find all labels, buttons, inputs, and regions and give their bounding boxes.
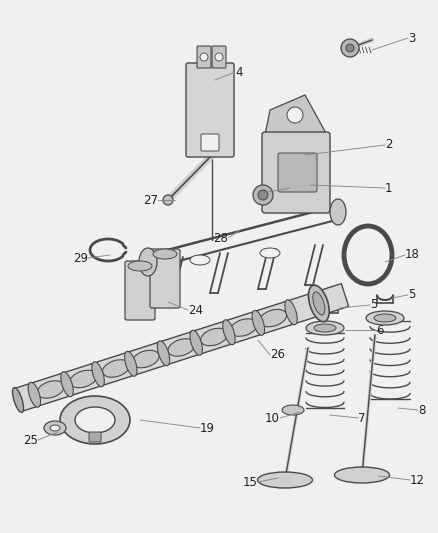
Ellipse shape	[366, 311, 404, 325]
Ellipse shape	[102, 360, 130, 377]
Circle shape	[346, 44, 354, 52]
Ellipse shape	[252, 310, 265, 335]
Text: 25: 25	[23, 433, 38, 447]
Ellipse shape	[282, 405, 304, 415]
Ellipse shape	[314, 324, 336, 332]
Circle shape	[163, 195, 173, 205]
Text: 12: 12	[410, 473, 425, 487]
Ellipse shape	[258, 472, 312, 488]
FancyBboxPatch shape	[125, 261, 155, 320]
Text: 5: 5	[370, 298, 378, 311]
Text: 28: 28	[213, 231, 228, 245]
FancyBboxPatch shape	[262, 132, 330, 213]
Text: 7: 7	[358, 411, 365, 424]
FancyBboxPatch shape	[197, 46, 211, 68]
FancyBboxPatch shape	[150, 249, 180, 308]
Ellipse shape	[335, 467, 389, 483]
Circle shape	[258, 190, 268, 200]
FancyBboxPatch shape	[201, 134, 219, 151]
Ellipse shape	[313, 292, 325, 315]
Polygon shape	[14, 284, 349, 411]
Text: 15: 15	[243, 475, 258, 489]
Circle shape	[341, 39, 359, 57]
FancyBboxPatch shape	[212, 46, 226, 68]
Ellipse shape	[190, 330, 202, 356]
Polygon shape	[265, 95, 327, 135]
Ellipse shape	[190, 255, 210, 265]
Text: 27: 27	[143, 193, 158, 206]
Ellipse shape	[153, 249, 177, 259]
Ellipse shape	[139, 248, 157, 276]
Text: 24: 24	[188, 303, 203, 317]
Ellipse shape	[44, 421, 66, 435]
Text: 18: 18	[405, 248, 420, 262]
Text: 19: 19	[200, 422, 215, 434]
Ellipse shape	[260, 248, 280, 258]
Ellipse shape	[70, 370, 97, 387]
Ellipse shape	[37, 381, 64, 398]
FancyBboxPatch shape	[186, 63, 234, 157]
Text: 2: 2	[385, 139, 392, 151]
Text: 5: 5	[408, 288, 415, 302]
Ellipse shape	[223, 320, 235, 345]
Text: 30: 30	[290, 182, 305, 195]
FancyBboxPatch shape	[278, 153, 317, 192]
Ellipse shape	[308, 285, 329, 322]
Text: 10: 10	[265, 411, 280, 424]
Ellipse shape	[125, 351, 137, 376]
Ellipse shape	[50, 425, 60, 431]
Ellipse shape	[60, 396, 130, 444]
Circle shape	[215, 53, 223, 61]
Circle shape	[200, 53, 208, 61]
Ellipse shape	[157, 341, 170, 366]
FancyBboxPatch shape	[89, 432, 101, 442]
Ellipse shape	[75, 407, 115, 433]
Ellipse shape	[168, 339, 195, 356]
Circle shape	[287, 107, 303, 123]
Ellipse shape	[285, 300, 297, 325]
Ellipse shape	[230, 319, 257, 336]
Ellipse shape	[128, 261, 152, 271]
Ellipse shape	[61, 372, 73, 397]
Ellipse shape	[92, 362, 104, 387]
Text: 1: 1	[385, 182, 392, 195]
Ellipse shape	[259, 309, 286, 327]
Ellipse shape	[28, 382, 41, 407]
Ellipse shape	[201, 328, 228, 346]
Text: 26: 26	[270, 349, 285, 361]
Text: 6: 6	[376, 324, 384, 336]
Circle shape	[253, 185, 273, 205]
Ellipse shape	[306, 321, 344, 335]
Ellipse shape	[374, 314, 396, 322]
Ellipse shape	[132, 350, 159, 368]
Text: 4: 4	[235, 66, 243, 78]
Text: 3: 3	[408, 31, 415, 44]
Text: 8: 8	[418, 403, 425, 416]
Text: 29: 29	[73, 252, 88, 264]
Ellipse shape	[330, 199, 346, 225]
Ellipse shape	[13, 387, 24, 413]
